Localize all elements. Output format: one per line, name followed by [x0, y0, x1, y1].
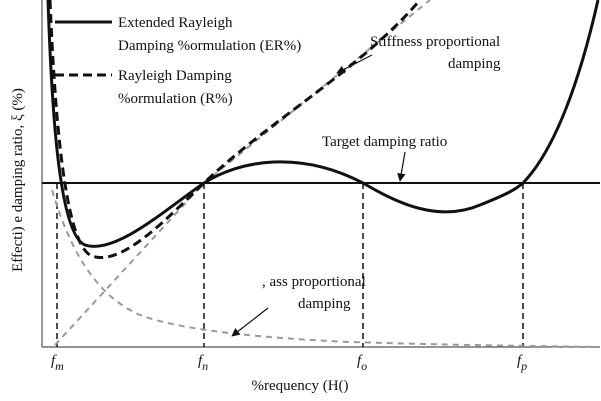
r-curve — [48, 0, 422, 259]
tick-label: fo — [357, 353, 367, 373]
tick-label: fn — [198, 353, 208, 373]
legend-text: Rayleigh Damping — [118, 68, 232, 84]
arrow — [397, 151, 406, 182]
tick-sub: o — [361, 359, 367, 373]
annotation: damping — [298, 296, 351, 312]
annotation: Target damping ratio — [322, 134, 447, 150]
frequency-markers — [56, 183, 524, 347]
tick-base: f — [198, 353, 204, 369]
tick-base: f — [517, 353, 523, 369]
er-curve — [46, 0, 600, 248]
tick-sub: p — [520, 359, 527, 373]
tick-labels: fm fn fo fp — [51, 353, 527, 373]
annotation: damping — [448, 56, 501, 72]
y-axis-label: Effecti) e damping ratio, ξ (%) — [10, 88, 26, 272]
legend-text: %ormulation (R%) — [118, 91, 233, 107]
legend-text: Extended Rayleigh — [118, 15, 233, 31]
annotation: , ass proportional — [262, 274, 366, 290]
tick-base: f — [51, 353, 57, 369]
tick-label: fm — [51, 353, 64, 373]
tick-sub: m — [55, 359, 64, 373]
legend-text: Damping %ormulation (ER%) — [118, 38, 301, 54]
x-axis-label: %requency (H() — [251, 378, 348, 394]
tick-label: fp — [517, 353, 527, 373]
arrow — [336, 54, 373, 74]
annotation: Stiffness proportional — [370, 34, 500, 50]
mass-curve — [51, 189, 601, 348]
tick-base: f — [357, 353, 363, 369]
arrow — [231, 307, 269, 337]
tick-sub: n — [202, 359, 208, 373]
